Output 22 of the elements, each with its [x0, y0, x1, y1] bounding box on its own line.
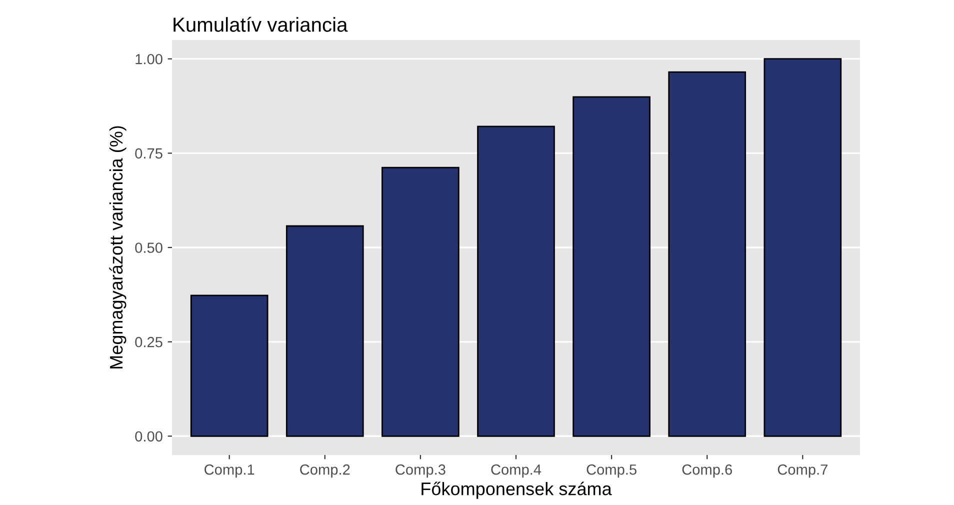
bar: [477, 126, 555, 437]
bar: [764, 58, 842, 437]
chart-title: Kumulatív variancia: [174, 16, 348, 32]
x-tick-label: Comp.3: [396, 464, 446, 478]
x-tick-label: Comp.4: [491, 464, 542, 478]
y-tick-label: 1.00: [136, 54, 162, 64]
x-tick-label: Comp.6: [682, 464, 732, 478]
y-tick-label: 0.25: [135, 336, 162, 348]
x-tick-label: Comp.7: [778, 464, 828, 478]
x-tick-label: Comp.5: [586, 464, 636, 478]
x-tick-label: Comp.2: [300, 464, 350, 478]
x-tick-label: Comp.1: [204, 464, 254, 478]
bar: [382, 166, 460, 437]
bar: [668, 71, 746, 437]
y-tick-label: 0.50: [135, 242, 162, 253]
bar: [286, 225, 364, 437]
x-axis-title: Főkomponensek száma: [422, 482, 612, 499]
y-tick-label: 0.75: [135, 148, 162, 159]
y-axis-title: Megmagyarázott variancia (%): [109, 126, 126, 368]
y-tick-label: 0.00: [135, 431, 162, 442]
bar: [190, 294, 268, 437]
bar: [572, 96, 650, 437]
